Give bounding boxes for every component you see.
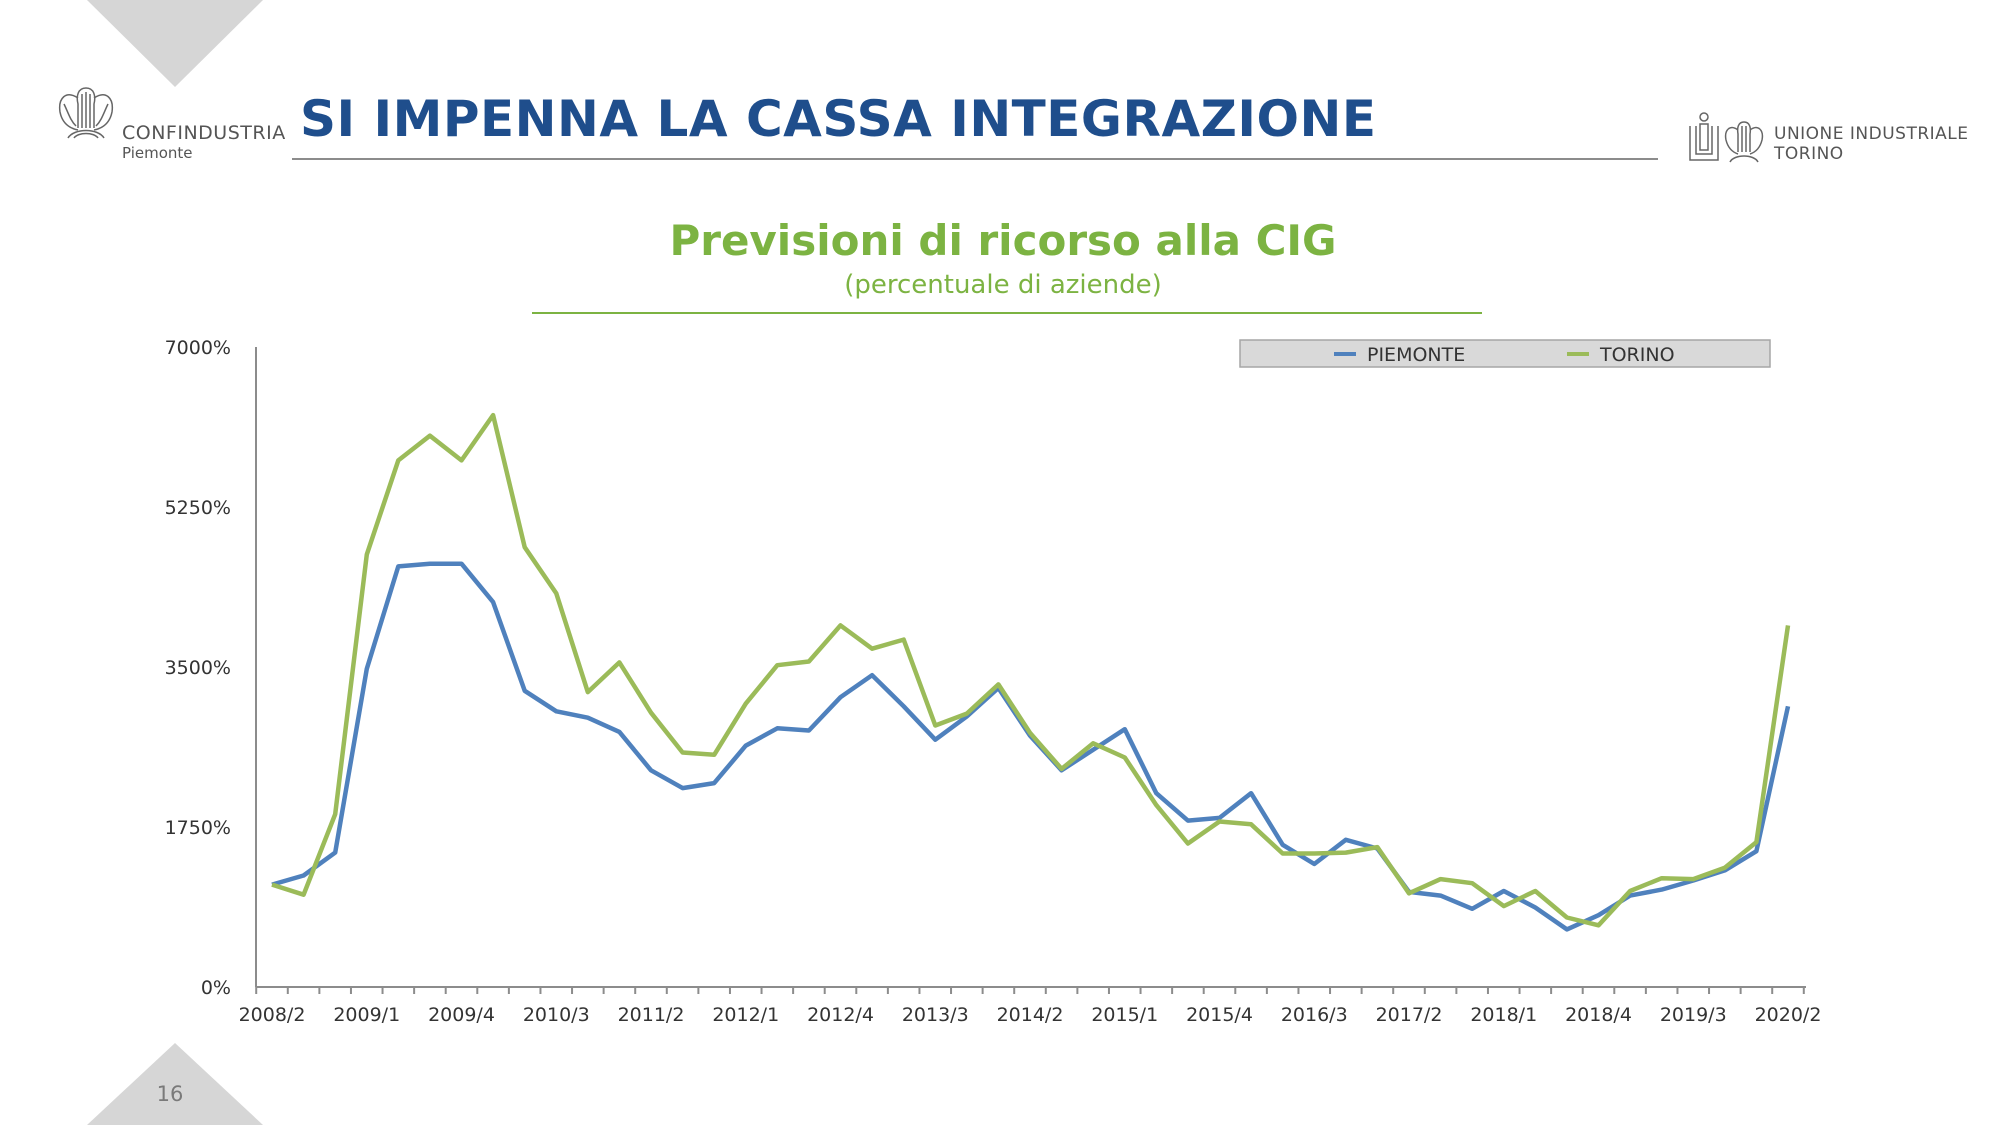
y-tick-label: 1750% bbox=[165, 817, 231, 839]
page-number: 16 bbox=[156, 1082, 184, 1106]
decorative-triangle-top bbox=[87, 0, 263, 87]
y-tick-label: 7000% bbox=[165, 337, 231, 359]
x-tick-label: 2013/3 bbox=[902, 1004, 969, 1026]
x-tick-label: 2012/1 bbox=[712, 1004, 779, 1026]
legend: PIEMONTE TORINO bbox=[1239, 339, 1771, 368]
x-tick-label: 2015/4 bbox=[1186, 1004, 1253, 1026]
y-tick-label: 3500% bbox=[165, 657, 231, 679]
y-tick-label: 5250% bbox=[165, 497, 231, 519]
decorative-triangle-bottom bbox=[87, 1043, 263, 1125]
title-divider bbox=[292, 158, 1658, 160]
x-tick-label: 2010/3 bbox=[523, 1004, 590, 1026]
x-tick-label: 2019/3 bbox=[1660, 1004, 1727, 1026]
chart-title: Previsioni di ricorso alla CIG bbox=[669, 216, 1337, 265]
x-tick-label: 2016/3 bbox=[1281, 1004, 1348, 1026]
x-tick-label: 2018/4 bbox=[1565, 1004, 1632, 1026]
x-tick-label: 2017/2 bbox=[1376, 1004, 1443, 1026]
page-title: SI IMPENNA LA CASSA INTEGRAZIONE bbox=[300, 90, 1377, 148]
x-tick-label: 2014/2 bbox=[997, 1004, 1064, 1026]
y-tick-label: 0% bbox=[201, 977, 231, 999]
chart-title-divider bbox=[532, 312, 1482, 314]
unione-industriale-logo: UNIONE INDUSTRIALE TORINO bbox=[1686, 112, 1968, 168]
confindustria-region: Piemonte bbox=[122, 144, 193, 162]
ui-torino-emblem-icon bbox=[1689, 112, 1764, 163]
x-tick-label: 2020/2 bbox=[1755, 1004, 1822, 1026]
x-tick-label: 2012/4 bbox=[807, 1004, 874, 1026]
x-tick-label: 2011/2 bbox=[618, 1004, 685, 1026]
x-tick-label: 2009/1 bbox=[333, 1004, 400, 1026]
series-lines bbox=[271, 412, 1791, 932]
confindustria-brand: CONFINDUSTRIA bbox=[122, 122, 286, 144]
confindustria-logo: CONFINDUSTRIA Piemonte bbox=[56, 84, 285, 162]
torino-text: TORINO bbox=[1774, 144, 1844, 164]
x-tick-label: 2008/2 bbox=[239, 1004, 306, 1026]
axes: 0% 1750% 3500% 5250% 7000% 2008/2 2009/1 2009/4… bbox=[165, 337, 1822, 1026]
legend-label-piemonte: PIEMONTE bbox=[1367, 344, 1465, 366]
chart-subtitle: (percentuale di aziende) bbox=[844, 270, 1162, 300]
x-tick-label: 2015/1 bbox=[1091, 1004, 1158, 1026]
series-line-piemonte bbox=[271, 561, 1791, 932]
series-line-torino bbox=[271, 412, 1791, 928]
x-tick-label: 2009/4 bbox=[428, 1004, 495, 1026]
unione-industriale-text: UNIONE INDUSTRIALE bbox=[1774, 124, 1969, 144]
x-tick-label: 2018/1 bbox=[1470, 1004, 1537, 1026]
legend-label-torino: TORINO bbox=[1599, 344, 1675, 366]
eagle-icon bbox=[58, 87, 114, 139]
legend-box bbox=[1239, 339, 1771, 368]
